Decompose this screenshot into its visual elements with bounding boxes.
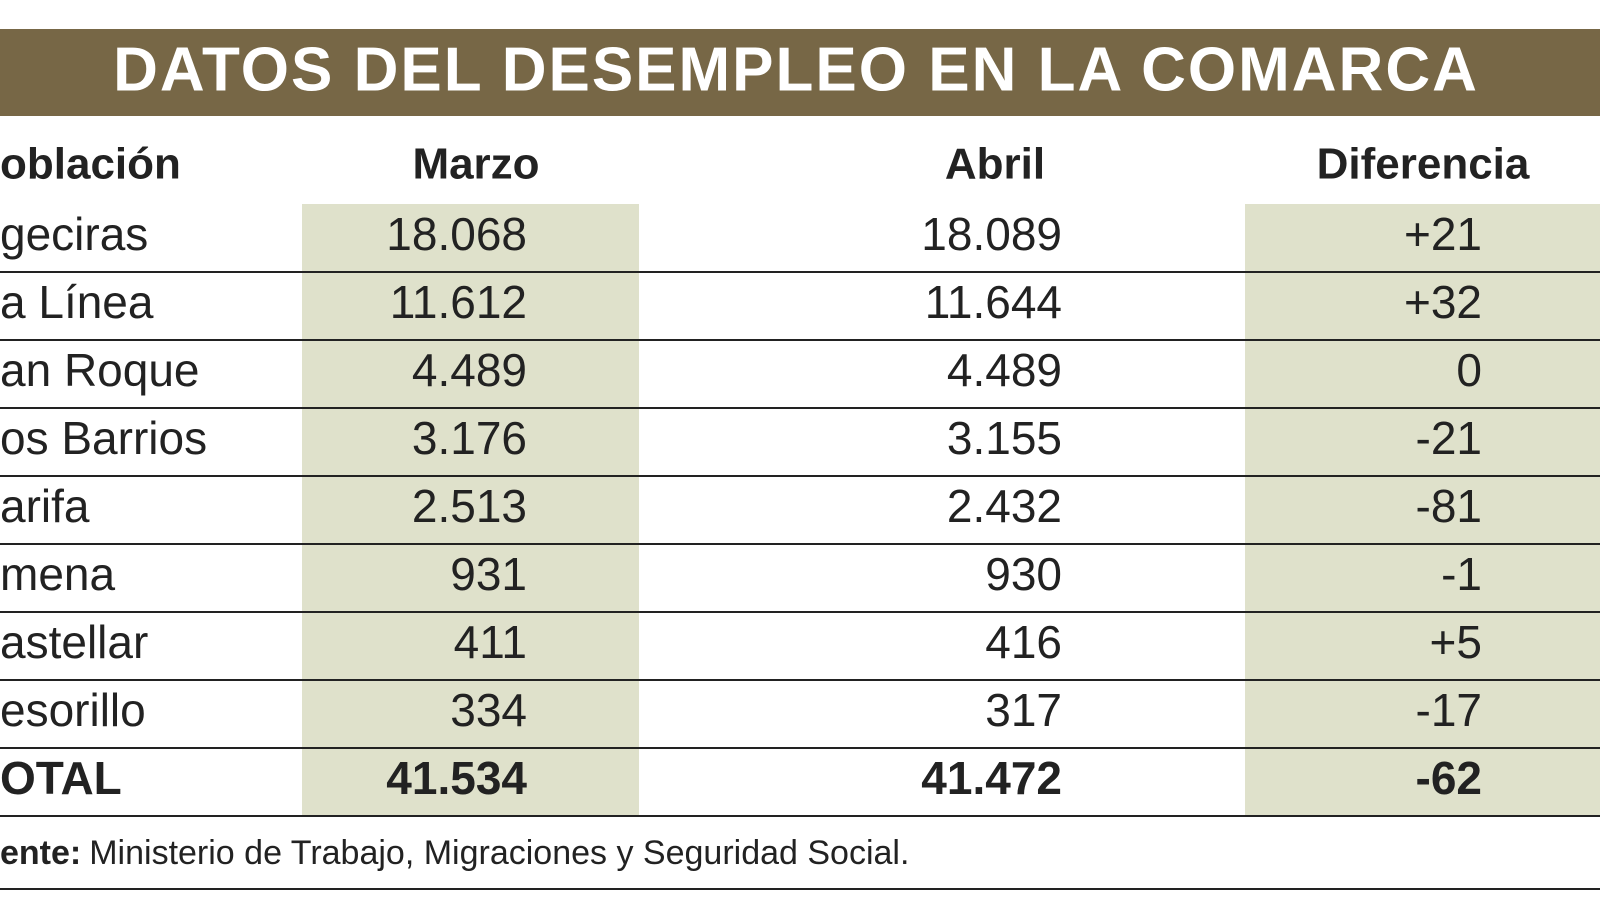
total-value: -62	[1416, 752, 1482, 804]
cell-value: -21	[1416, 412, 1482, 464]
cell-value: +5	[1430, 616, 1482, 668]
total-value: 41.472	[921, 752, 1062, 804]
row-label: an Roque	[0, 344, 200, 396]
title: DATOS DEL DESEMPLEO EN LA COMARCA	[113, 35, 1479, 104]
cell-value: 0	[1456, 344, 1482, 396]
footnote-label: ente:	[0, 834, 81, 872]
cell-value: 18.068	[386, 208, 527, 260]
footnote: ente: Ministerio de Trabajo, Migraciones …	[0, 834, 909, 872]
column-header: Abril	[945, 140, 1045, 189]
row-label: a Línea	[0, 276, 154, 328]
column-header: oblación	[0, 140, 181, 189]
cell-value: 18.089	[921, 208, 1062, 260]
cell-value: 317	[985, 684, 1062, 736]
cell-value: 4.489	[947, 344, 1062, 396]
cell-value: +32	[1404, 276, 1482, 328]
row-label: arifa	[0, 480, 90, 532]
footnote-text: Ministerio de Trabajo, Migraciones y Seg…	[89, 834, 909, 872]
row-label: os Barrios	[0, 412, 207, 464]
cell-value: -1	[1441, 548, 1482, 600]
cell-value: 11.612	[390, 276, 527, 328]
cell-value: 334	[450, 684, 527, 736]
title-bar	[0, 29, 1600, 116]
cell-value: -17	[1416, 684, 1482, 736]
shade-marzo	[302, 204, 639, 816]
row-label: esorillo	[0, 684, 146, 736]
cell-value: 4.489	[412, 344, 527, 396]
cell-value: 11.644	[925, 276, 1062, 328]
row-label: mena	[0, 548, 115, 600]
cell-value: 3.176	[412, 412, 527, 464]
cell-value: -81	[1416, 480, 1482, 532]
cell-value: 930	[985, 548, 1062, 600]
table: oblación Marzo Abril Diferencia geciras 18.06…	[0, 140, 1600, 817]
cell-value: 2.513	[412, 480, 527, 532]
column-header: Marzo	[412, 140, 539, 189]
cell-value: +21	[1404, 208, 1482, 260]
total-label: OTAL	[0, 752, 122, 804]
cell-value: 2.432	[947, 480, 1062, 532]
cell-value: 3.155	[947, 412, 1062, 464]
shade-diferencia	[1245, 204, 1600, 816]
column-header: Diferencia	[1317, 140, 1530, 189]
cell-value: 931	[450, 548, 527, 600]
cell-value: 411	[454, 616, 527, 668]
cell-value: 416	[985, 616, 1062, 668]
total-value: 41.534	[386, 752, 527, 804]
row-label: geciras	[0, 208, 148, 260]
row-label: astellar	[0, 616, 148, 668]
